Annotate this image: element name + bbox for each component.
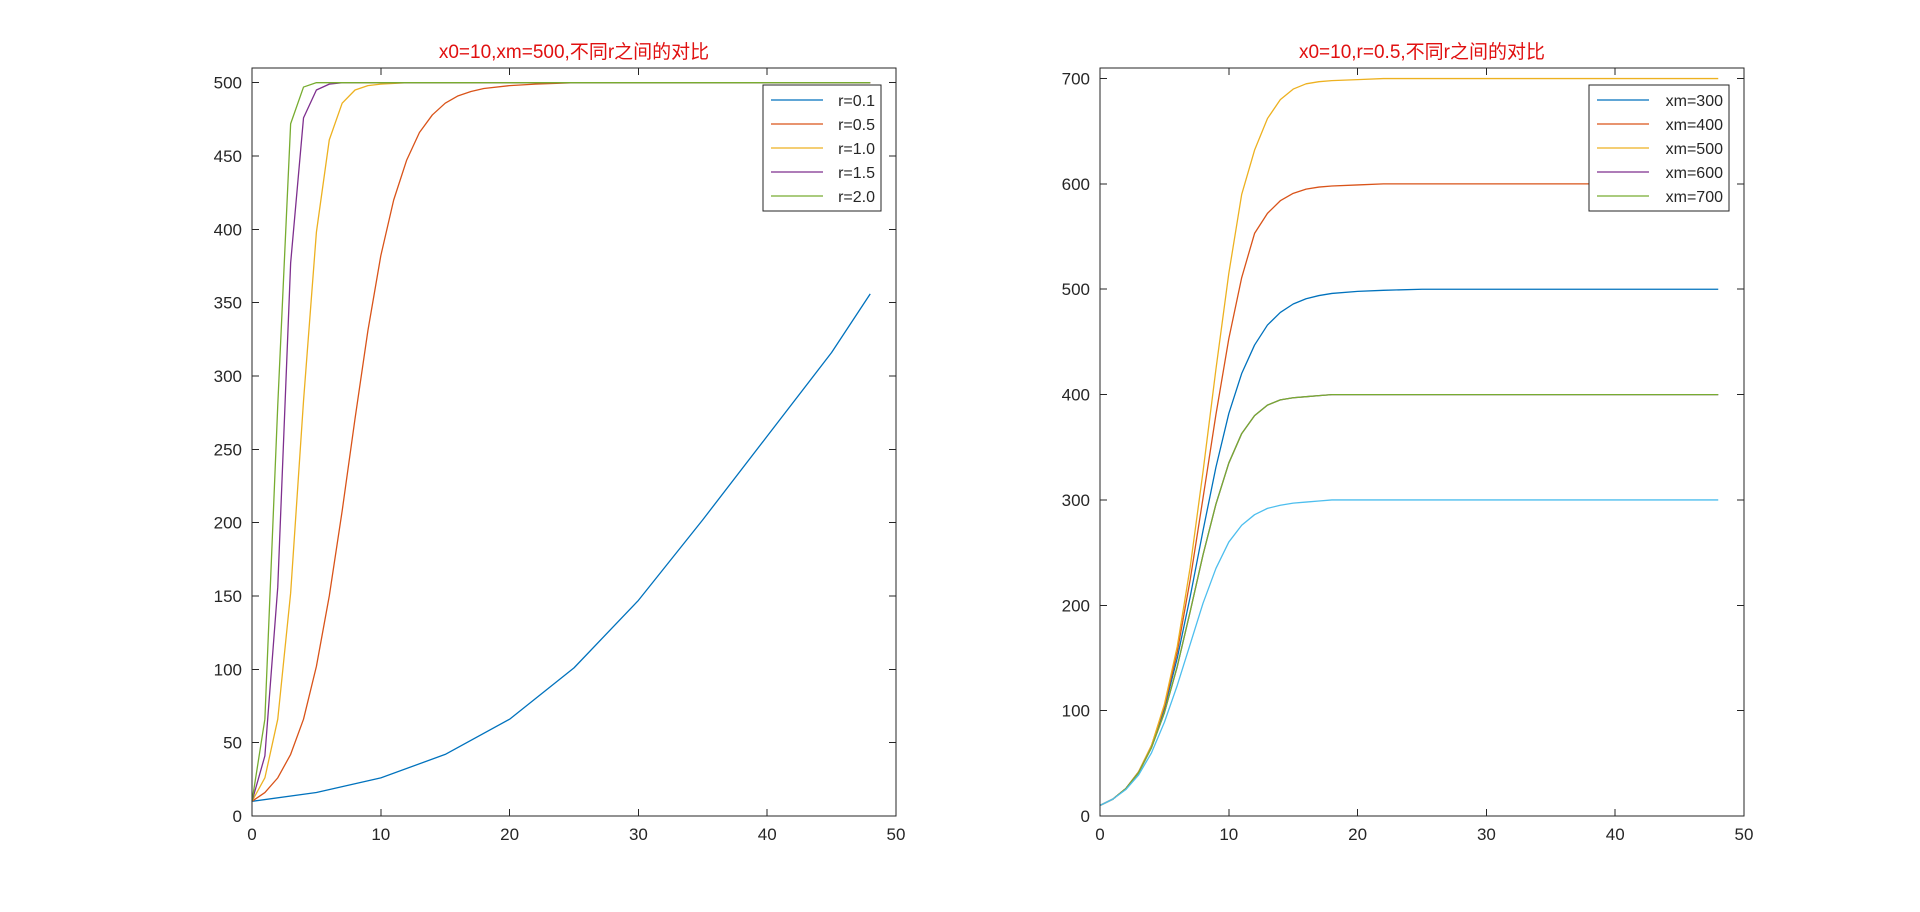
chart-right-x-tick-label: 40 (1606, 825, 1625, 844)
chart-left: x0=10,xm=500,不同r之间的对比 0 10 20 30 40 500501001… (214, 41, 906, 844)
chart-left-plot-area: 0 10 20 30 40 5005010015020025030035040045050… (214, 67, 906, 844)
chart-left-legend: r=0.1 r=0.5 r=1.0 r=1.5 r=2.0 (762, 84, 882, 212)
chart-right-legend-label: xm=600 (1666, 165, 1723, 182)
chart-right-x-tick-label: 10 (1219, 825, 1238, 844)
chart-right-legend-label: xm=500 (1666, 141, 1723, 158)
chart-right-y-tick-label: 100 (1062, 702, 1090, 721)
chart-right-series-line-4 (1099, 393, 1719, 807)
chart-right-plot-area: 0 10 20 30 40 500100200300400500600700xm=300x… (1062, 67, 1754, 844)
chart-right-x-tick-label: 50 (1735, 825, 1754, 844)
chart-left-y-tick-label: 400 (214, 220, 242, 239)
chart-left-y-tick-label: 200 (214, 514, 242, 533)
chart-left-x-tick-label: 20 (500, 825, 519, 844)
chart-left-series-line-4 (251, 82, 871, 802)
chart-left-legend-label: r=0.5 (838, 117, 875, 134)
chart-right: x0=10,r=0.5,不同r之间的对比 0 10 20 30 40 5001002003… (1062, 41, 1754, 844)
chart-right-y-tick-label: 0 (1081, 807, 1090, 826)
chart-right-series-line-2 (1099, 77, 1719, 807)
chart-left-y-tick-label: 150 (214, 587, 242, 606)
chart-left-legend-label: r=1.5 (838, 165, 875, 182)
chart-right-y-tick-label: 400 (1062, 386, 1090, 405)
chart-right-legend: xm=300 xm=400 xm=500 xm=600 xm=700 (1588, 84, 1730, 212)
chart-left-y-tick-label: 500 (214, 74, 242, 93)
chart-right-y-tick-label: 600 (1062, 175, 1090, 194)
chart-left-axes-box (251, 67, 897, 817)
chart-right-legend-label: xm=700 (1666, 189, 1723, 206)
chart-right-y-tick-label: 200 (1062, 596, 1090, 615)
chart-left-x-tick-label: 40 (758, 825, 777, 844)
chart-left-y-tick-label: 0 (233, 807, 242, 826)
chart-left-legend-label: r=2.0 (838, 189, 875, 206)
chart-right-x-tick-label: 0 (1095, 825, 1104, 844)
chart-left-title: x0=10,xm=500,不同r之间的对比 (439, 41, 709, 63)
chart-right-legend-label: xm=300 (1666, 93, 1723, 110)
chart-left-x-tick-label: 10 (371, 825, 390, 844)
chart-left-x-tick-label: 30 (629, 825, 648, 844)
chart-left-series-line-0 (251, 293, 871, 802)
chart-right-series-line-5 (1099, 499, 1719, 807)
chart-left-y-tick-label: 450 (214, 147, 242, 166)
chart-right-x-tick-label: 30 (1477, 825, 1496, 844)
chart-left-y-tick-label: 50 (223, 734, 242, 753)
chart-left-y-tick-label: 350 (214, 294, 242, 313)
chart-left-series-line-1 (251, 82, 871, 802)
chart-left-x-tick-label: 0 (247, 825, 256, 844)
chart-right-title: x0=10,r=0.5,不同r之间的对比 (1299, 41, 1545, 63)
chart-left-y-tick-label: 300 (214, 367, 242, 386)
chart-left-legend-label: r=1.0 (838, 141, 875, 158)
chart-left-x-tick-label: 50 (887, 825, 906, 844)
chart-left-y-tick-label: 250 (214, 440, 242, 459)
chart-right-y-tick-label: 700 (1062, 70, 1090, 89)
chart-right-legend-label: xm=400 (1666, 117, 1723, 134)
chart-right-x-tick-label: 20 (1348, 825, 1367, 844)
chart-right-y-tick-label: 500 (1062, 280, 1090, 299)
chart-left-y-tick-label: 100 (214, 660, 242, 679)
chart-left-legend-label: r=0.1 (838, 93, 875, 110)
chart-right-axes-box (1099, 67, 1745, 817)
chart-right-y-tick-label: 300 (1062, 491, 1090, 510)
